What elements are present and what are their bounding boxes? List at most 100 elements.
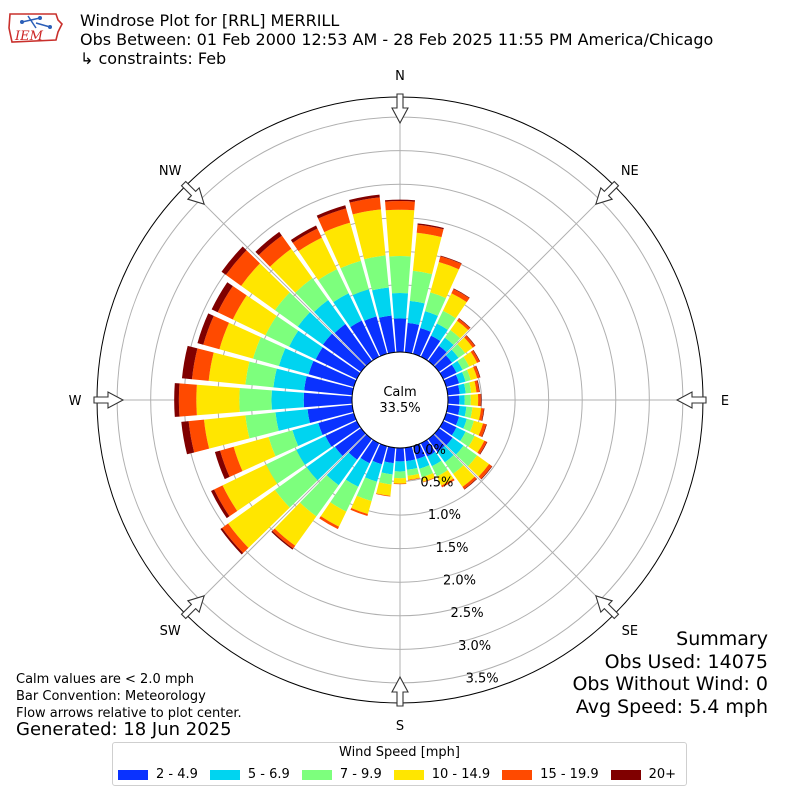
windrose-bar-segment <box>420 439 436 457</box>
windrose-bar-segment <box>275 409 310 431</box>
windrose-bar-segment <box>473 365 480 379</box>
windrose-bar-segment <box>422 477 436 483</box>
iem-logo: IEM <box>6 8 64 50</box>
windrose-bar-segment <box>191 348 214 381</box>
windrose-bar-segment <box>419 465 434 478</box>
windrose-bar-segment <box>395 447 405 462</box>
windrose-bar-segment <box>428 434 445 453</box>
windrose-bar-segment <box>268 430 299 457</box>
windrose-bar-segment <box>458 317 471 329</box>
windrose-bar-segment <box>322 333 366 372</box>
legend-label: 7 - 9.9 <box>339 767 382 782</box>
windrose-bar-segment <box>384 446 396 464</box>
windrose-bar-segment <box>393 483 407 485</box>
flow-arrow-icon <box>180 595 205 620</box>
windrose-bar-segment <box>384 199 416 202</box>
windrose-bar-segment <box>272 528 296 549</box>
windrose-bar-segment <box>297 312 333 345</box>
windrose-bar-segment <box>181 345 198 380</box>
windrose-bars <box>174 194 493 555</box>
windrose-bar-segment <box>271 530 294 550</box>
windrose-bar-segment <box>196 384 240 416</box>
windrose-bar-segment <box>455 371 466 384</box>
windrose-bar-segment <box>434 355 453 372</box>
windrose-bar-segment <box>208 352 250 385</box>
windrose-bar-segment <box>385 201 415 211</box>
windrose-bar-segment <box>324 222 361 269</box>
windrose-bar-segment <box>253 337 286 366</box>
windrose-bar-segment <box>304 376 354 396</box>
iowa-map-icon: IEM <box>8 13 63 44</box>
windrose-bar-segment <box>472 349 481 362</box>
compass-label: N <box>395 69 405 84</box>
legend-item: 7 - 9.9 <box>301 767 382 782</box>
legend-item: 10 - 14.9 <box>393 767 490 782</box>
obs-without-wind: Obs Without Wind: 0 <box>572 673 768 695</box>
windrose-bar-segment <box>393 477 407 484</box>
windrose-bar-segment <box>412 232 442 275</box>
windrose-bar-segment <box>296 435 332 465</box>
windrose-bar-segment <box>407 473 420 480</box>
obs-period: Obs Between: 01 Feb 2000 12:53 AM - 28 F… <box>80 30 714 49</box>
windrose-bar-segment <box>477 440 487 455</box>
windrose-bar-segment <box>464 406 473 418</box>
windrose-bar-segment <box>404 322 420 354</box>
windrose-bar-segment <box>364 316 388 357</box>
windrose-bar-segment <box>245 412 279 439</box>
windrose-bar-segment <box>453 465 475 487</box>
windrose-bar-segment <box>211 489 230 519</box>
windrose-bar-segment <box>464 335 475 348</box>
windrose-bar-segment <box>222 523 249 554</box>
windrose-bar-segment <box>438 337 454 353</box>
grid-spoke <box>185 185 367 367</box>
flow-arrow-icon <box>595 595 620 620</box>
windrose-bar-segment <box>467 455 490 477</box>
windrose-bar-segment <box>214 450 230 480</box>
legend-items: 2 - 4.9 5 - 6.9 7 - 9.9 10 - 14.9 15 - 19.9 2… <box>118 767 688 782</box>
windrose-bar-segment <box>464 394 471 406</box>
windrose-bar-segment <box>456 318 471 331</box>
windrose-bar-segment <box>470 420 484 436</box>
windrose-bar-segment <box>391 292 409 319</box>
windrose-bar-segment <box>220 527 244 555</box>
windrose-bar-segment <box>255 231 282 256</box>
windrose-bar-segment <box>455 416 467 429</box>
windrose-bar-segment <box>412 443 426 460</box>
windrose-bar-segment <box>416 455 430 469</box>
windrose-bar-segment <box>446 385 460 396</box>
windrose-bar-segment <box>274 467 318 508</box>
windrose-bar-segment <box>451 427 466 442</box>
compass-label: E <box>721 394 729 409</box>
windrose-bar-segment <box>409 270 433 304</box>
legend-label: 15 - 19.9 <box>540 767 599 782</box>
windrose-bar-segment <box>178 383 197 417</box>
windrose-bar-segment <box>330 479 359 512</box>
windrose-bar-segment <box>364 255 389 291</box>
windrose-bar-segment <box>455 445 478 467</box>
windrose-bar-segment <box>446 404 460 415</box>
windrose-bar-segment <box>265 315 299 347</box>
summary-heading: Summary <box>676 628 768 650</box>
generated-date: Generated: 18 Jun 2025 <box>16 719 232 740</box>
windrose-bar-segment <box>348 434 372 460</box>
windrose-bar-segment <box>469 381 477 393</box>
radial-tick-label: 2.0% <box>443 574 476 589</box>
windrose-bar-segment <box>480 393 482 407</box>
windrose-bar-segment <box>443 412 460 426</box>
radial-tick-label: 1.5% <box>435 541 468 556</box>
windrose-bar-segment <box>416 224 444 238</box>
compass-labels: N NE E SE S SW W NW <box>69 69 730 734</box>
windrose-bar-segment <box>204 415 250 449</box>
windrose-bar-segment <box>446 437 464 455</box>
windrose-bar-segment <box>372 287 392 318</box>
windrose-bar-segment <box>431 323 448 341</box>
flow-arrow-icon <box>595 180 620 205</box>
windrose-bar-segment <box>445 349 459 363</box>
windrose-bar-segment <box>372 443 388 465</box>
windrose-bar-segment <box>480 465 493 480</box>
avg-speed: Avg Speed: 5.4 mph <box>575 695 768 718</box>
radial-tick-label: 0.5% <box>420 475 453 490</box>
logo-text: IEM <box>14 29 44 44</box>
windrose-bar-segment <box>417 223 444 230</box>
windrose-bar-segment <box>320 502 347 527</box>
